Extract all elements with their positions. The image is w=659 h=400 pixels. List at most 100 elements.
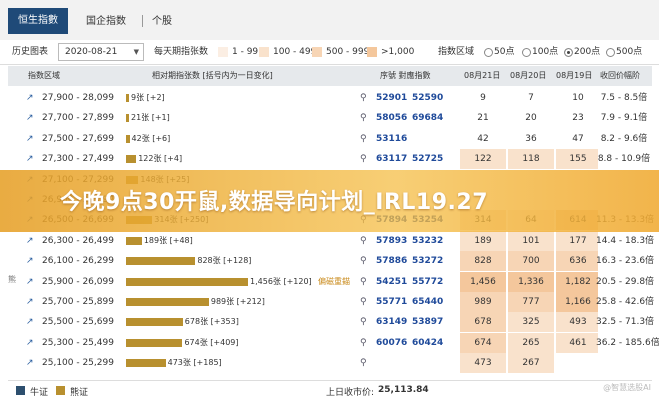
search-icon[interactable]: ⚲ (360, 235, 367, 246)
search-icon[interactable]: ⚲ (360, 297, 367, 307)
col-date-3: 08月19日 (556, 71, 593, 80)
volume-highlight (460, 230, 506, 251)
volume-highlight (508, 149, 554, 170)
sequence-1[interactable]: 55771 (376, 297, 408, 307)
tab-divider (142, 15, 143, 27)
volume-highlight (556, 332, 598, 353)
radio-500[interactable] (606, 48, 615, 57)
table-row: ↗ 27,900 - 28,099 9张 [+2] ⚲ 52901 52590 9 7 10 7.… (8, 88, 652, 108)
sequence-1[interactable]: 54251 (376, 276, 408, 287)
search-icon[interactable]: ⚲ (360, 93, 367, 103)
contract-bar (126, 257, 196, 266)
volume-highlight (508, 251, 554, 272)
sequence-2[interactable]: 69684 (412, 113, 444, 124)
search-icon[interactable]: ⚲ (360, 154, 367, 165)
radio-100-label: 100点 (532, 47, 559, 57)
sequence-1[interactable]: 57893 (376, 235, 408, 246)
volume-highlight (508, 312, 554, 333)
sequence-1[interactable]: 53116 (376, 133, 408, 144)
range-cell: 25,700 - 25,899 (42, 297, 114, 307)
external-link-icon[interactable]: ↗ (26, 358, 34, 369)
legend-label-3: 500 - 999 (326, 47, 370, 57)
contract-label: 828张 [+128] (197, 256, 252, 266)
date-select[interactable]: 2020-08-21 ▼ (58, 43, 144, 61)
sequence-1[interactable]: 52901 (376, 93, 408, 103)
table-row: ↗ 26,100 - 26,299 828张 [+128] ⚲ 57886 53272 82… (8, 251, 654, 272)
col-contracts: 相对期指张数 [括号内为一日变化] (152, 71, 273, 80)
external-link-icon[interactable]: ↗ (26, 337, 34, 348)
contract-label: 21张 [+1] (131, 113, 170, 123)
count-day-2: 20 (525, 113, 537, 124)
contract-bar (126, 359, 166, 368)
volume-highlight (508, 353, 554, 374)
count-day-1: 189 (474, 235, 492, 246)
contract-label: 122张 [+4] (138, 154, 183, 164)
legend-swatch-3 (312, 47, 322, 57)
contract-label: 674张 [+409] (184, 337, 239, 347)
count-day-1: 674 (474, 337, 492, 348)
external-link-icon[interactable]: ↗ (26, 93, 34, 103)
sequence-1[interactable]: 63149 (376, 317, 408, 328)
search-icon[interactable]: ⚲ (360, 276, 367, 287)
external-link-icon[interactable]: ↗ (26, 317, 34, 328)
filter-bar: 历史图表 2020-08-21 ▼ 每天期指张数 1 - 99 100 - 49… (0, 40, 659, 65)
table-row: ↗ 25,700 - 25,899 989张 [+212] ⚲ 55771 65440 98… (8, 292, 654, 312)
tab-hscei[interactable]: 国企指数 (86, 16, 126, 27)
table-row: ↗ 25,500 - 25,699 678张 [+353] ⚲ 63149 53897 67… (8, 312, 654, 333)
sequence-2[interactable]: 65440 (412, 297, 444, 307)
sequence-2[interactable]: 53897 (412, 317, 444, 328)
search-icon[interactable]: ⚲ (360, 337, 367, 348)
count-day-1: 828 (474, 256, 492, 267)
radio-100[interactable] (522, 48, 531, 57)
premium-cell: 8.8 - 10.9倍 (597, 154, 651, 165)
count-day-3: 47 (572, 133, 584, 144)
search-icon[interactable]: ⚲ (360, 358, 367, 369)
external-link-icon[interactable]: ↗ (26, 276, 34, 287)
search-icon[interactable]: ⚲ (360, 256, 367, 267)
count-day-2: 7 (528, 93, 534, 103)
market-tabs: 恒生指數 国企指数 个股 (0, 0, 659, 40)
table-row: ↗ 27,700 - 27,899 21张 [+1] ⚲ 58056 69684 21 20 2… (8, 108, 652, 128)
external-link-icon[interactable]: ↗ (26, 297, 34, 307)
banner-text: 今晚9点30开鼠,数据导向计划_IRL19.27 (60, 190, 489, 215)
search-icon[interactable]: ⚲ (360, 133, 367, 144)
search-icon[interactable]: ⚲ (360, 317, 367, 328)
tab-stock[interactable]: 个股 (152, 16, 172, 27)
radio-200[interactable] (564, 48, 573, 57)
volume-highlight (460, 271, 506, 292)
sequence-1[interactable]: 60076 (376, 337, 408, 348)
tab-hsi[interactable]: 恒生指數 (8, 8, 68, 34)
table-row: ↗ 25,100 - 25,299 473张 [+185] ⚲ 473 267 (8, 353, 652, 374)
sequence-2[interactable]: 60424 (412, 337, 444, 348)
sequence-1[interactable]: 57886 (376, 256, 408, 267)
sequence-2[interactable]: 53232 (412, 235, 444, 246)
sequence-2[interactable]: 55772 (412, 276, 444, 287)
history-chart-label: 历史图表 (12, 47, 49, 57)
sequence-1[interactable]: 58056 (376, 113, 408, 124)
bull-legend-label: 牛证 (30, 388, 49, 398)
range-cell: 26,100 - 26,299 (42, 256, 114, 267)
count-day-3: 461 (569, 337, 587, 348)
external-link-icon[interactable]: ↗ (26, 235, 34, 246)
sequence-2[interactable]: 53272 (412, 256, 444, 267)
sequence-2[interactable]: 52590 (412, 93, 444, 103)
search-icon[interactable]: ⚲ (360, 113, 367, 124)
radio-50[interactable] (484, 48, 493, 57)
count-day-1: 473 (474, 358, 492, 369)
contract-label: 9张 [+2] (131, 93, 165, 102)
sequence-1[interactable]: 63117 (376, 154, 408, 165)
contract-bar (126, 318, 183, 327)
legend-label-2: 100 - 499 (273, 47, 317, 57)
count-day-3: 1,182 (565, 276, 591, 287)
contract-bar (126, 134, 130, 143)
count-day-2: 118 (522, 154, 540, 165)
bull-legend-swatch (16, 386, 25, 395)
radio-50-label: 50点 (494, 47, 515, 57)
premium-cell: 8.2 - 9.6倍 (600, 133, 648, 144)
bear-legend-label: 熊证 (70, 388, 89, 398)
external-link-icon[interactable]: ↗ (26, 154, 34, 165)
sequence-2[interactable]: 52725 (412, 154, 444, 165)
external-link-icon[interactable]: ↗ (26, 113, 34, 124)
external-link-icon[interactable]: ↗ (26, 256, 34, 267)
external-link-icon[interactable]: ↗ (26, 133, 34, 144)
